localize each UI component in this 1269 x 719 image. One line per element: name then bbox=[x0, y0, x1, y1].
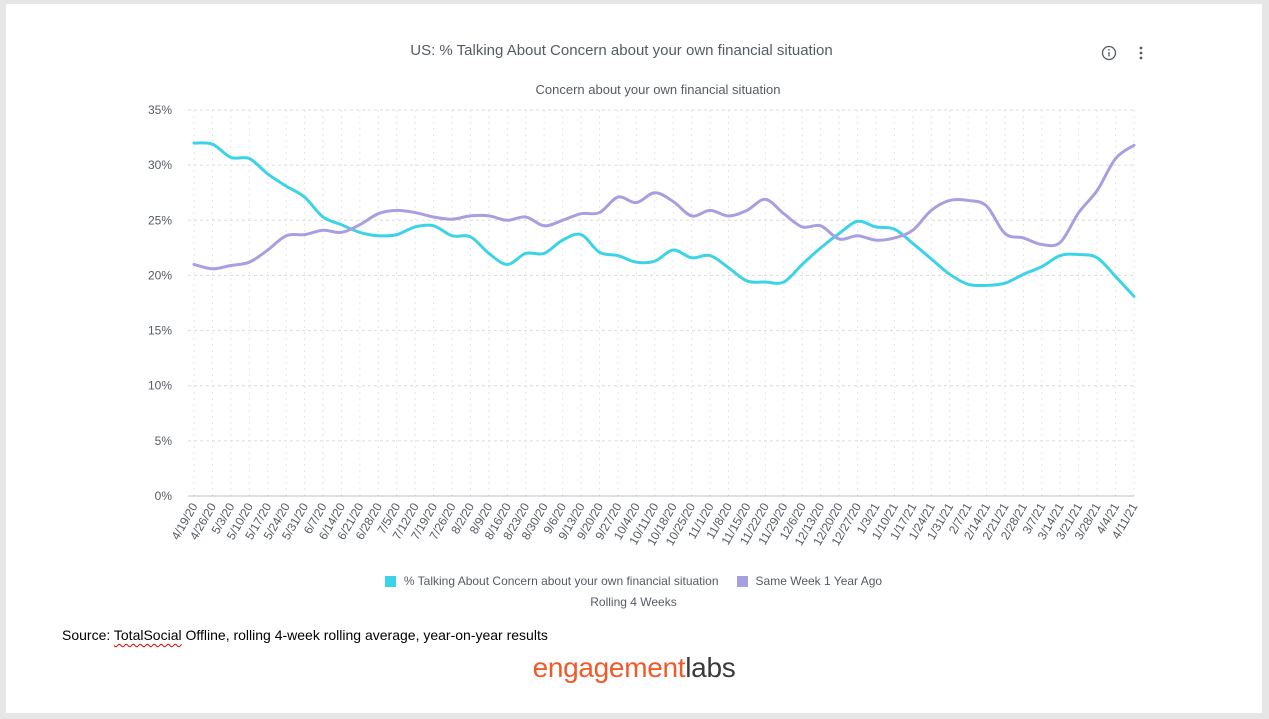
legend-swatch-series-1 bbox=[384, 575, 396, 587]
legend-label-series-2: Same Week 1 Year Ago bbox=[755, 574, 883, 588]
source-prefix: Source: bbox=[62, 627, 114, 643]
info-icon[interactable] bbox=[1100, 44, 1118, 62]
x-axis-label: Rolling 4 Weeks bbox=[590, 595, 677, 609]
series-line-2 bbox=[192, 143, 1136, 271]
y-tick-label: 10% bbox=[148, 379, 172, 393]
y-tick-label: 0% bbox=[155, 489, 173, 503]
y-tick-label: 15% bbox=[148, 324, 172, 338]
line-chart: Concern about your own financial situati… bbox=[148, 82, 1141, 548]
source-description: Offline, rolling 4-week rolling average,… bbox=[181, 627, 548, 643]
legend-label-series-1: % Talking About Concern about your own f… bbox=[403, 574, 719, 588]
more-options-icon[interactable] bbox=[1132, 44, 1150, 62]
y-tick-label: 20% bbox=[148, 268, 172, 282]
source-note: Source: TotalSocial Offline, rolling 4-w… bbox=[62, 627, 548, 643]
legend-item-series-2[interactable]: Same Week 1 Year Ago bbox=[736, 574, 883, 588]
logo-part-engagement: engagement bbox=[532, 652, 686, 683]
y-tick-label: 30% bbox=[148, 158, 172, 172]
chart-title: Concern about your own financial situati… bbox=[536, 82, 781, 97]
engagement-labs-logo: engagementlabs bbox=[6, 652, 1262, 684]
y-tick-label: 25% bbox=[148, 213, 172, 227]
series-line-1 bbox=[192, 141, 1136, 298]
y-tick-label: 35% bbox=[148, 103, 172, 117]
legend-swatch-series-2 bbox=[736, 575, 748, 587]
logo-part-labs: labs bbox=[685, 652, 736, 683]
chart-header-title: US: % Talking About Concern about your o… bbox=[410, 42, 833, 59]
source-brand: TotalSocial bbox=[113, 627, 182, 643]
slide-background: US: % Talking About Concern about your o… bbox=[6, 4, 1262, 713]
y-tick-label: 5% bbox=[155, 434, 173, 448]
chart-legend: % Talking About Concern about your own f… bbox=[6, 574, 1261, 588]
legend-item-series-1[interactable]: % Talking About Concern about your own f… bbox=[384, 574, 719, 588]
